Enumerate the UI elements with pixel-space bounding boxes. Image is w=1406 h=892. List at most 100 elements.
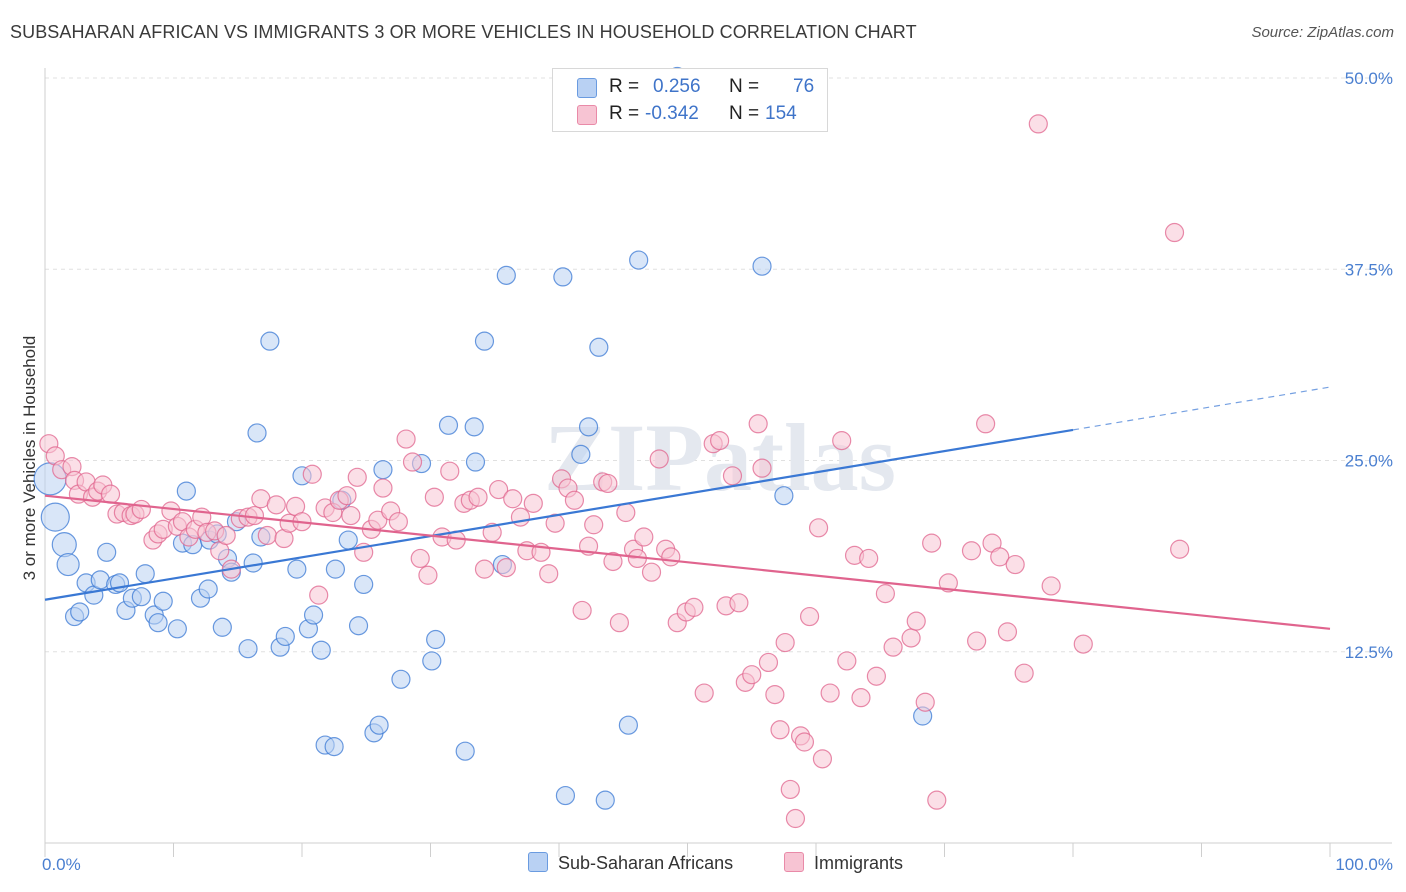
data-point <box>770 720 790 740</box>
data-point <box>553 267 573 287</box>
data-point <box>474 559 495 579</box>
y-tick-label: 12.5% <box>1345 643 1393 662</box>
data-point <box>216 525 236 546</box>
data-point <box>875 584 895 604</box>
data-point <box>369 715 389 735</box>
data-point <box>922 533 942 553</box>
data-point <box>266 495 286 515</box>
data-point <box>748 414 768 434</box>
data-point <box>1005 554 1025 575</box>
data-point <box>243 553 263 573</box>
data-point <box>311 640 331 660</box>
data-point <box>775 632 795 653</box>
legend-n-value: 76 <box>793 76 815 97</box>
trend-line-sub-saharan <box>44 428 1074 601</box>
data-point <box>347 467 367 487</box>
data-point <box>426 629 446 650</box>
data-point <box>391 669 411 689</box>
data-point <box>595 790 615 810</box>
data-point <box>837 651 857 671</box>
data-point <box>410 548 430 569</box>
data-point <box>260 331 280 351</box>
data-point <box>510 507 531 527</box>
trend-line-extension <box>1072 386 1331 431</box>
data-point <box>455 741 475 761</box>
data-point <box>438 415 459 435</box>
data-point <box>489 479 509 500</box>
legend-row-sub-saharan: R = 0.256 N = 76 <box>553 74 827 100</box>
data-point <box>603 551 623 572</box>
data-point <box>302 464 322 484</box>
data-point <box>131 499 151 520</box>
data-point <box>1028 114 1048 134</box>
data-point <box>341 505 361 526</box>
data-point <box>396 429 416 449</box>
data-point <box>641 562 662 582</box>
data-point <box>997 622 1018 642</box>
data-point <box>464 417 484 437</box>
data-point <box>851 688 871 708</box>
y-tick-labels: 12.5% 25.0% 37.5% 50.0% <box>1345 69 1393 662</box>
data-point <box>572 600 592 621</box>
data-point <box>545 513 565 533</box>
x-tick-label: 0.0% <box>42 855 81 874</box>
data-point <box>710 431 730 451</box>
data-point <box>1073 634 1093 654</box>
y-tick-label: 50.0% <box>1345 69 1393 88</box>
data-point <box>354 574 374 595</box>
data-point <box>629 250 649 270</box>
data-point <box>661 547 681 567</box>
data-point <box>70 602 90 622</box>
bottom-legend-immigrants: Immigrants <box>784 852 903 874</box>
legend-r-label: R = <box>609 76 640 97</box>
data-point <box>752 256 772 276</box>
data-point <box>135 564 155 584</box>
data-point <box>927 790 947 810</box>
data-point <box>373 460 393 480</box>
data-point <box>564 490 585 510</box>
axes <box>44 68 1392 857</box>
series-immigrants <box>39 114 1190 829</box>
chart-title: SUBSAHARAN AFRICAN VS IMMIGRANTS 3 OR MO… <box>10 22 917 42</box>
data-point <box>938 573 958 593</box>
data-point <box>742 665 762 685</box>
data-point <box>309 585 329 605</box>
data-point <box>555 785 576 806</box>
data-point <box>694 683 714 703</box>
legend-r-label: R = <box>609 103 640 124</box>
data-point <box>866 666 886 686</box>
data-point <box>176 481 196 501</box>
watermark: ZIPatlas <box>544 404 896 511</box>
data-point <box>388 512 408 532</box>
y-tick-label: 25.0% <box>1345 452 1393 471</box>
data-point <box>584 515 604 535</box>
data-point <box>287 559 307 579</box>
data-point <box>722 466 743 486</box>
data-point <box>1164 222 1185 243</box>
data-point <box>684 597 704 617</box>
data-point <box>808 518 829 538</box>
data-point <box>198 579 218 599</box>
data-point <box>523 493 543 513</box>
data-point <box>765 684 785 705</box>
bottom-legend-sub-saharan: Sub-Saharan Africans <box>528 852 733 874</box>
data-point <box>729 593 749 613</box>
data-point <box>758 652 779 673</box>
x-tick-label: 100.0% <box>1335 855 1393 874</box>
data-point <box>589 337 609 357</box>
data-point <box>812 749 833 769</box>
data-point <box>990 547 1010 567</box>
x-tick-labels: 0.0% 100.0% <box>42 855 1393 874</box>
y-tick-label: 37.5% <box>1345 260 1393 279</box>
data-point <box>148 613 168 633</box>
data-point <box>1170 539 1190 559</box>
data-point <box>212 617 232 637</box>
grid-lines <box>45 77 1392 653</box>
data-point <box>97 542 117 562</box>
data-point <box>915 692 935 712</box>
legend-swatch-pink <box>577 105 597 125</box>
data-point <box>167 619 187 639</box>
data-point <box>967 631 987 651</box>
data-point <box>337 486 357 506</box>
